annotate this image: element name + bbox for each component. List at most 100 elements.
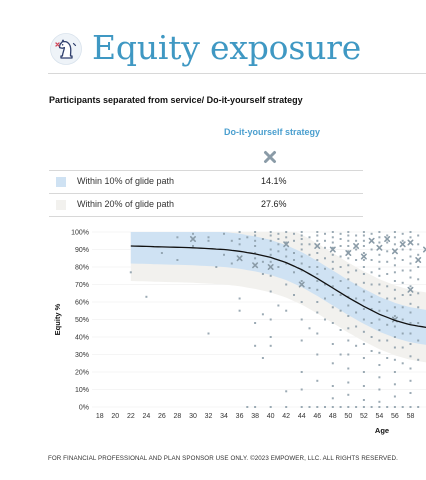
- data-point: [316, 231, 319, 233]
- x-marker: [407, 286, 414, 293]
- data-point: [378, 241, 381, 244]
- data-point: [393, 315, 396, 317]
- data-point: [145, 295, 148, 298]
- data-point: [339, 232, 342, 235]
- data-point: [378, 318, 381, 321]
- data-point: [393, 231, 396, 233]
- data-point: [285, 241, 288, 244]
- data-point: [386, 323, 389, 326]
- data-point: [293, 294, 295, 296]
- data-point: [347, 327, 350, 330]
- data-point: [370, 283, 373, 286]
- data-point: [300, 231, 303, 233]
- data-point: [417, 253, 420, 256]
- data-point: [277, 250, 280, 253]
- data-point: [261, 238, 264, 240]
- data-point: [277, 243, 280, 246]
- data-point: [316, 332, 319, 335]
- x-tick-label: 46: [313, 413, 321, 420]
- x-marker: [368, 237, 375, 244]
- data-point: [293, 271, 295, 274]
- data-point: [362, 406, 365, 408]
- data-point: [277, 266, 280, 268]
- data-point: [386, 234, 389, 237]
- data-point: [246, 406, 249, 408]
- x-tick-label: 48: [329, 413, 337, 420]
- data-point: [386, 241, 389, 244]
- data-point: [370, 308, 373, 310]
- data-point: [378, 253, 381, 256]
- data-point: [347, 315, 350, 317]
- data-point: [223, 253, 225, 256]
- data-point: [293, 259, 295, 261]
- data-point: [362, 266, 365, 268]
- data-point: [316, 266, 319, 268]
- chess-knight-icon: [50, 33, 82, 65]
- x-marker: [252, 262, 259, 269]
- data-point: [254, 239, 257, 242]
- data-point: [347, 239, 350, 242]
- x-tick-label: 52: [360, 413, 368, 420]
- data-point: [300, 269, 303, 272]
- x-tick-label: 24: [142, 413, 150, 420]
- data-point: [347, 295, 350, 298]
- data-point: [285, 390, 288, 393]
- data-point: [409, 236, 412, 239]
- data-point: [316, 379, 319, 382]
- band-20-swatch: [56, 200, 66, 210]
- data-point: [386, 339, 389, 342]
- data-point: [331, 294, 334, 296]
- data-point: [308, 287, 311, 289]
- data-point: [347, 339, 350, 342]
- data-point: [331, 236, 334, 239]
- x-tick-label: 50: [344, 413, 352, 420]
- data-point: [362, 273, 365, 275]
- y-tick-label: 0%: [79, 405, 89, 412]
- data-point: [378, 283, 381, 286]
- data-point: [378, 364, 381, 366]
- data-point: [238, 243, 241, 246]
- data-point: [409, 343, 412, 345]
- y-axis-title: Equity %: [53, 303, 62, 335]
- data-point: [339, 280, 342, 282]
- data-point: [324, 239, 326, 242]
- data-point: [331, 385, 334, 387]
- x-tick-label: 54: [375, 413, 383, 420]
- legend-row-20: Within 20% of glide path 27.6%: [49, 193, 363, 217]
- data-point: [347, 287, 350, 289]
- data-point: [285, 255, 288, 258]
- x-tick-label: 30: [189, 413, 197, 420]
- data-point: [409, 294, 412, 296]
- data-point: [285, 309, 288, 312]
- data-point: [230, 262, 233, 265]
- data-point: [347, 234, 350, 237]
- data-point: [331, 231, 334, 233]
- data-point: [409, 311, 412, 314]
- data-point: [401, 318, 404, 321]
- x-marker: [384, 236, 391, 242]
- data-point: [324, 297, 326, 300]
- data-point: [417, 406, 420, 408]
- data-point: [362, 281, 365, 284]
- y-tick-label: 90%: [75, 247, 89, 254]
- data-point: [362, 385, 365, 387]
- data-point: [355, 297, 358, 300]
- data-point: [300, 238, 303, 240]
- data-point: [246, 236, 249, 239]
- page-title: Equity exposure: [92, 28, 362, 67]
- data-point: [355, 259, 358, 261]
- data-point: [230, 239, 233, 242]
- data-point: [355, 344, 358, 347]
- x-tick-label: 18: [96, 413, 104, 420]
- data-point: [362, 259, 365, 261]
- data-point: [401, 294, 404, 296]
- data-point: [393, 264, 396, 267]
- data-point: [285, 231, 288, 233]
- data-point: [378, 274, 381, 277]
- data-point: [409, 355, 412, 358]
- data-point: [339, 245, 342, 247]
- data-point: [347, 245, 350, 247]
- data-point: [386, 309, 389, 312]
- data-point: [308, 236, 311, 239]
- data-point: [300, 371, 303, 373]
